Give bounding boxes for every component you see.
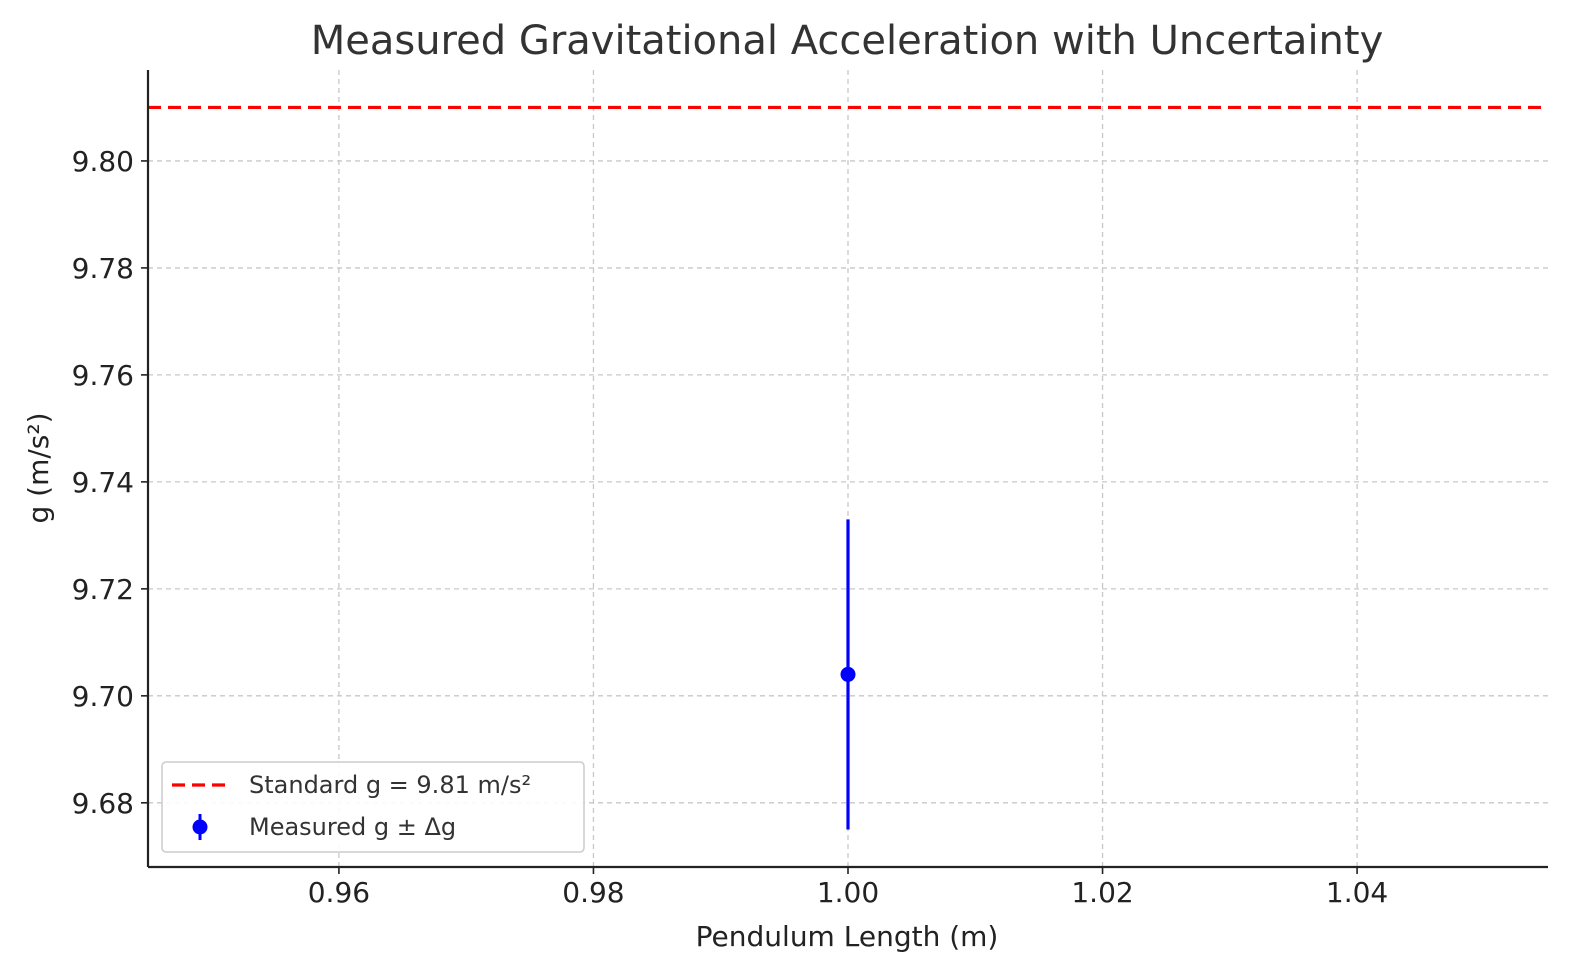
y-tick-label: 9.72 [72,573,134,606]
legend-label: Standard g = 9.81 m/s² [249,771,531,799]
y-tick-label: 9.70 [72,680,134,713]
legend: Standard g = 9.81 m/s² Measured g ± Δg [161,761,585,853]
legend-box [161,761,585,853]
y-tick-label: 9.78 [72,252,134,285]
chart-title: Measured Gravitational Acceleration with… [311,18,1384,64]
y-tick-label: 9.80 [72,145,134,178]
y-tick-label: 9.74 [72,466,134,499]
data-point [840,666,856,682]
grid [148,70,1548,867]
data-layer [840,519,856,830]
y-tick-label: 9.68 [72,787,134,820]
y-tick-labels: 9.68 9.70 9.72 9.74 9.76 9.78 9.80 [72,145,134,820]
y-axis-label: g (m/s²) [22,412,55,523]
x-axis-label: Pendulum Length (m) [696,920,999,953]
x-tick-label: 0.96 [308,876,370,909]
x-tick-label: 1.00 [817,876,879,909]
y-tick-label: 9.76 [72,359,134,392]
x-tick-labels: 0.96 0.98 1.00 1.02 1.04 [308,876,1389,909]
x-tick-label: 0.98 [562,876,624,909]
x-tick-label: 1.02 [1071,876,1133,909]
axes [141,70,1548,874]
legend-label: Measured g ± Δg [249,813,456,841]
x-tick-label: 1.04 [1326,876,1388,909]
legend-marker-swatch [192,819,208,835]
